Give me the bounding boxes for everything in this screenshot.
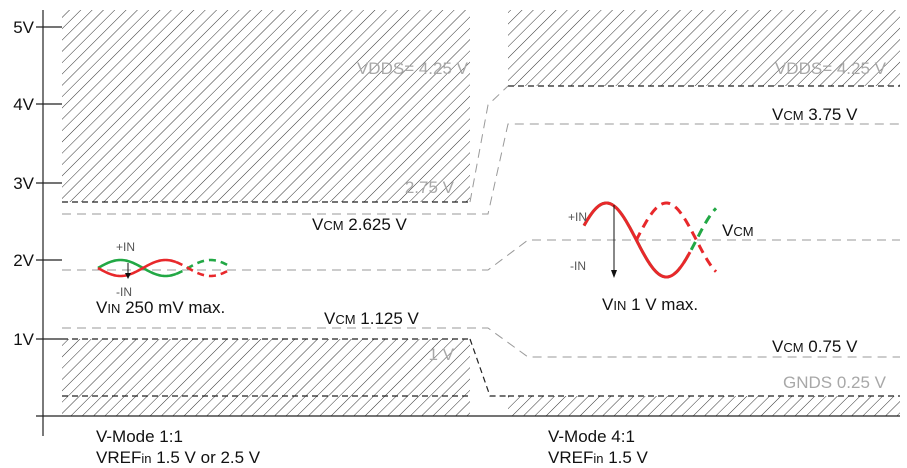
- left-lower-limit-label: 1 V: [428, 345, 454, 364]
- right-minus-in-label: -IN: [570, 259, 586, 273]
- tick-label-1v: 1V: [13, 330, 34, 349]
- right-vcm-low-label: VCM 0.75 V: [772, 337, 858, 356]
- left-upper-limit-label: 2.75 V: [405, 178, 455, 197]
- left-vdds-label: VDDS= 4.25 V: [357, 59, 469, 78]
- vcm-mid-path: [62, 239, 900, 271]
- hatch-left-top: [62, 10, 470, 202]
- left-green-solid: [97, 258, 177, 278]
- right-vdds-label: VDDS= 4.25 V: [775, 59, 887, 78]
- left-vin-label: VIN 250 mV max.: [96, 298, 225, 317]
- tick-label-5v: 5V: [13, 18, 34, 37]
- left-vcm-low-label: VCM 1.125 V: [324, 309, 420, 328]
- right-red-solid: [582, 201, 692, 279]
- left-waveform: [97, 258, 229, 279]
- vcm-high-path: [62, 123, 900, 215]
- right-vcm-mid-label: VCM: [722, 221, 754, 240]
- right-green-dashed: [659, 207, 718, 279]
- tick-label-4v: 4V: [13, 95, 34, 114]
- hatch-right-ground: [508, 396, 900, 416]
- left-mode-line1: V-Mode 1:1: [96, 427, 183, 446]
- right-red-dashed: [634, 201, 718, 273]
- right-vin-label: VIN 1 V max.: [602, 295, 698, 314]
- left-green-dashed: [175, 258, 229, 276]
- hatch-left-bottom: [62, 339, 470, 396]
- right-vcm-high-label: VCM 3.75 V: [772, 105, 858, 124]
- right-gnds-label: GNDS 0.25 V: [783, 373, 887, 392]
- right-mode-line1: V-Mode 4:1: [548, 427, 635, 446]
- left-plus-in-label: +IN: [116, 240, 135, 254]
- vcm-low-path: [62, 327, 900, 358]
- left-minus-in-label: -IN: [116, 285, 132, 299]
- left-vin-arrowhead: [125, 273, 131, 279]
- left-red-dashed: [175, 260, 229, 278]
- hatch-left-ground: [62, 396, 470, 416]
- tick-label-2v: 2V: [13, 251, 34, 270]
- vdds-transition-path: [469, 85, 509, 203]
- hatch-right-top: [508, 10, 900, 86]
- left-vcm-high-label: VCM 2.625 V: [312, 215, 408, 234]
- right-mode-line2: VREFin 1.5 V: [548, 448, 649, 467]
- ground-transition-path: [469, 338, 508, 397]
- left-mode-line2: VREFin 1.5 V or 2.5 V: [96, 448, 261, 467]
- right-plus-in-label: +IN: [568, 210, 587, 224]
- right-vin-arrowhead: [611, 270, 617, 278]
- tick-label-3v: 3V: [13, 174, 34, 193]
- left-red-solid: [97, 258, 177, 278]
- right-waveform: [582, 201, 718, 279]
